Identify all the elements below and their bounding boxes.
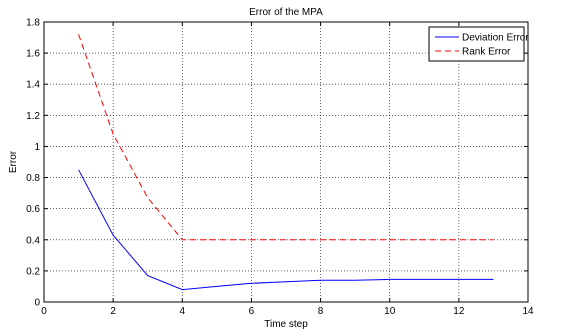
x-axis-label: Time step [264,319,308,329]
series-layer [78,34,494,291]
x-tick-label: 2 [110,306,116,317]
y-axis-label: Error [8,150,19,173]
y-tick-label: 0.8 [26,173,40,184]
y-tick-label: 1 [34,142,40,153]
plot-frame [43,21,529,303]
series-line-rank-error [78,34,494,241]
y-tick-label: 1.6 [26,49,40,60]
y-tick-label: 0.6 [26,204,40,215]
y-tick-label: 1.8 [26,18,40,29]
y-tick-label: 0.2 [26,266,40,277]
plot-area [44,22,528,302]
y-tick-label: 1.4 [26,80,40,91]
y-tick-label: 1.2 [26,111,40,122]
y-tick-label: 0.4 [26,235,40,246]
chart-title: Error of the MPA [249,7,323,18]
legend-box [428,26,525,62]
series-line-deviation-error [78,169,494,291]
x-tick-label: 0 [41,306,47,317]
axis-ticks: 0 2 4 6 8 10 12 14 0 0.2 0.4 0.6 0.8 1 1.2 1.4 1.6 1.8 [26,18,534,318]
x-tick-label: 12 [453,306,465,317]
x-tick-label: 4 [180,306,186,317]
x-tick-label: 8 [318,306,324,317]
x-tick-label: 14 [522,306,534,317]
y-tick-label: 0 [34,298,40,309]
legend-label: Deviation Error [462,33,529,44]
x-tick-label: 10 [384,306,396,317]
x-tick-label: 6 [249,306,255,317]
legend-label: Rank Error [462,47,511,58]
legend: Deviation Error Rank Error [428,26,529,62]
